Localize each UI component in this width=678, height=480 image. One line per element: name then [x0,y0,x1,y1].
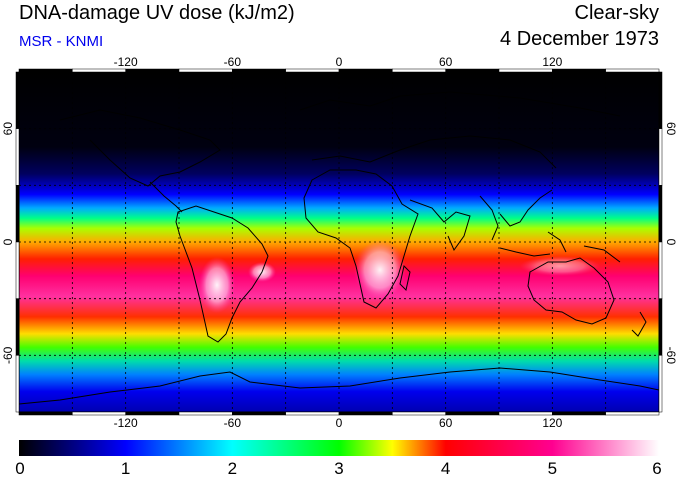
lat-tick-label: 0 [1,238,15,245]
border-segment [15,241,20,299]
graticule [19,72,659,412]
lon-tick-label: -60 [224,55,242,69]
lat-labels-right: 60 0 -60 [664,122,678,364]
colorbar-tick-label: 6 [652,459,662,478]
antarctica-coast [19,367,659,405]
border-segment [178,68,233,73]
map-title: DNA-damage UV dose (kJ/m2) [19,2,295,24]
border-segment [392,411,446,416]
lon-tick-label: -60 [224,416,242,430]
border-segment [18,411,73,416]
border-segment [15,185,20,243]
border-segment [125,411,180,416]
border-segment [285,411,340,416]
border-segment [605,68,660,73]
lat-tick-label: 60 [664,122,678,136]
border-segment [445,68,500,73]
lat-tick-label: 60 [1,122,15,136]
north-america-coast [59,109,221,187]
lon-tick-label: -120 [114,55,138,69]
andes-high-dose [199,257,235,313]
border-segment [125,68,180,73]
border-segment [605,411,660,416]
border-segment [338,68,393,73]
colorbar-tick-label: 5 [547,459,558,478]
source-label: MSR - KNMI [19,33,104,50]
date-label: 4 December 1973 [500,28,659,50]
lon-tick-label: 60 [439,55,453,69]
madagascar-coast [399,265,411,291]
colorbar [19,440,659,456]
colorbar-tick-label: 2 [227,459,238,478]
border-segment [178,411,233,416]
border-segment [445,411,500,416]
colorbar-tick-label: 4 [440,459,451,478]
lat-tick-label: 0 [664,239,678,246]
lon-labels-bottom: -120 -60 0 60 120 [114,416,563,430]
border-segment [658,355,663,413]
lon-tick-label: 120 [542,416,562,430]
australia-high-dose [520,256,600,276]
border-segment [338,411,393,416]
border-segment [498,68,553,73]
border-segment [18,68,73,73]
indonesia-coast [499,231,621,263]
lon-tick-label: -120 [114,416,138,430]
border-segment [15,128,20,186]
lon-labels-top: -120 -60 0 60 120 [114,55,563,69]
border-segment [232,68,286,73]
lat-labels-left: 60 0 -60 [1,122,15,364]
colorbar-tick-label: 1 [120,459,131,478]
lon-tick-label: 0 [336,416,343,430]
border-segment [658,241,663,299]
lon-tick-label: 60 [439,416,453,430]
border-segment [658,128,663,186]
border-segment [552,68,606,73]
south-asia-coast [409,199,471,252]
southeast-asia-coast [479,189,553,241]
border-segment [392,68,446,73]
border-segment [285,68,340,73]
border-segment [658,298,663,356]
border-segment [72,411,126,416]
new-zealand-coast [631,311,647,337]
border-segment [15,298,20,356]
colorbar-tick-label: 0 [15,459,25,478]
eurasia-coast [299,91,621,169]
border-segment [232,411,286,416]
border-segment [15,71,20,129]
lon-tick-label: 120 [542,55,562,69]
border-segment [658,71,663,129]
border-segment [658,185,663,243]
border-segments [15,68,663,416]
south-america-coast [175,205,269,343]
border-segment [552,411,606,416]
border-segment [72,68,126,73]
coastlines [19,91,659,405]
lon-tick-label: 0 [336,55,343,69]
sky-condition-label: Clear-sky [574,2,659,24]
border-segment [498,411,553,416]
africa-coast [303,169,419,309]
lat-tick-label: -60 [664,347,678,365]
border-segment [15,355,20,413]
colorbar-tick-label: 3 [334,459,344,478]
lat-tick-label: -60 [1,346,15,364]
